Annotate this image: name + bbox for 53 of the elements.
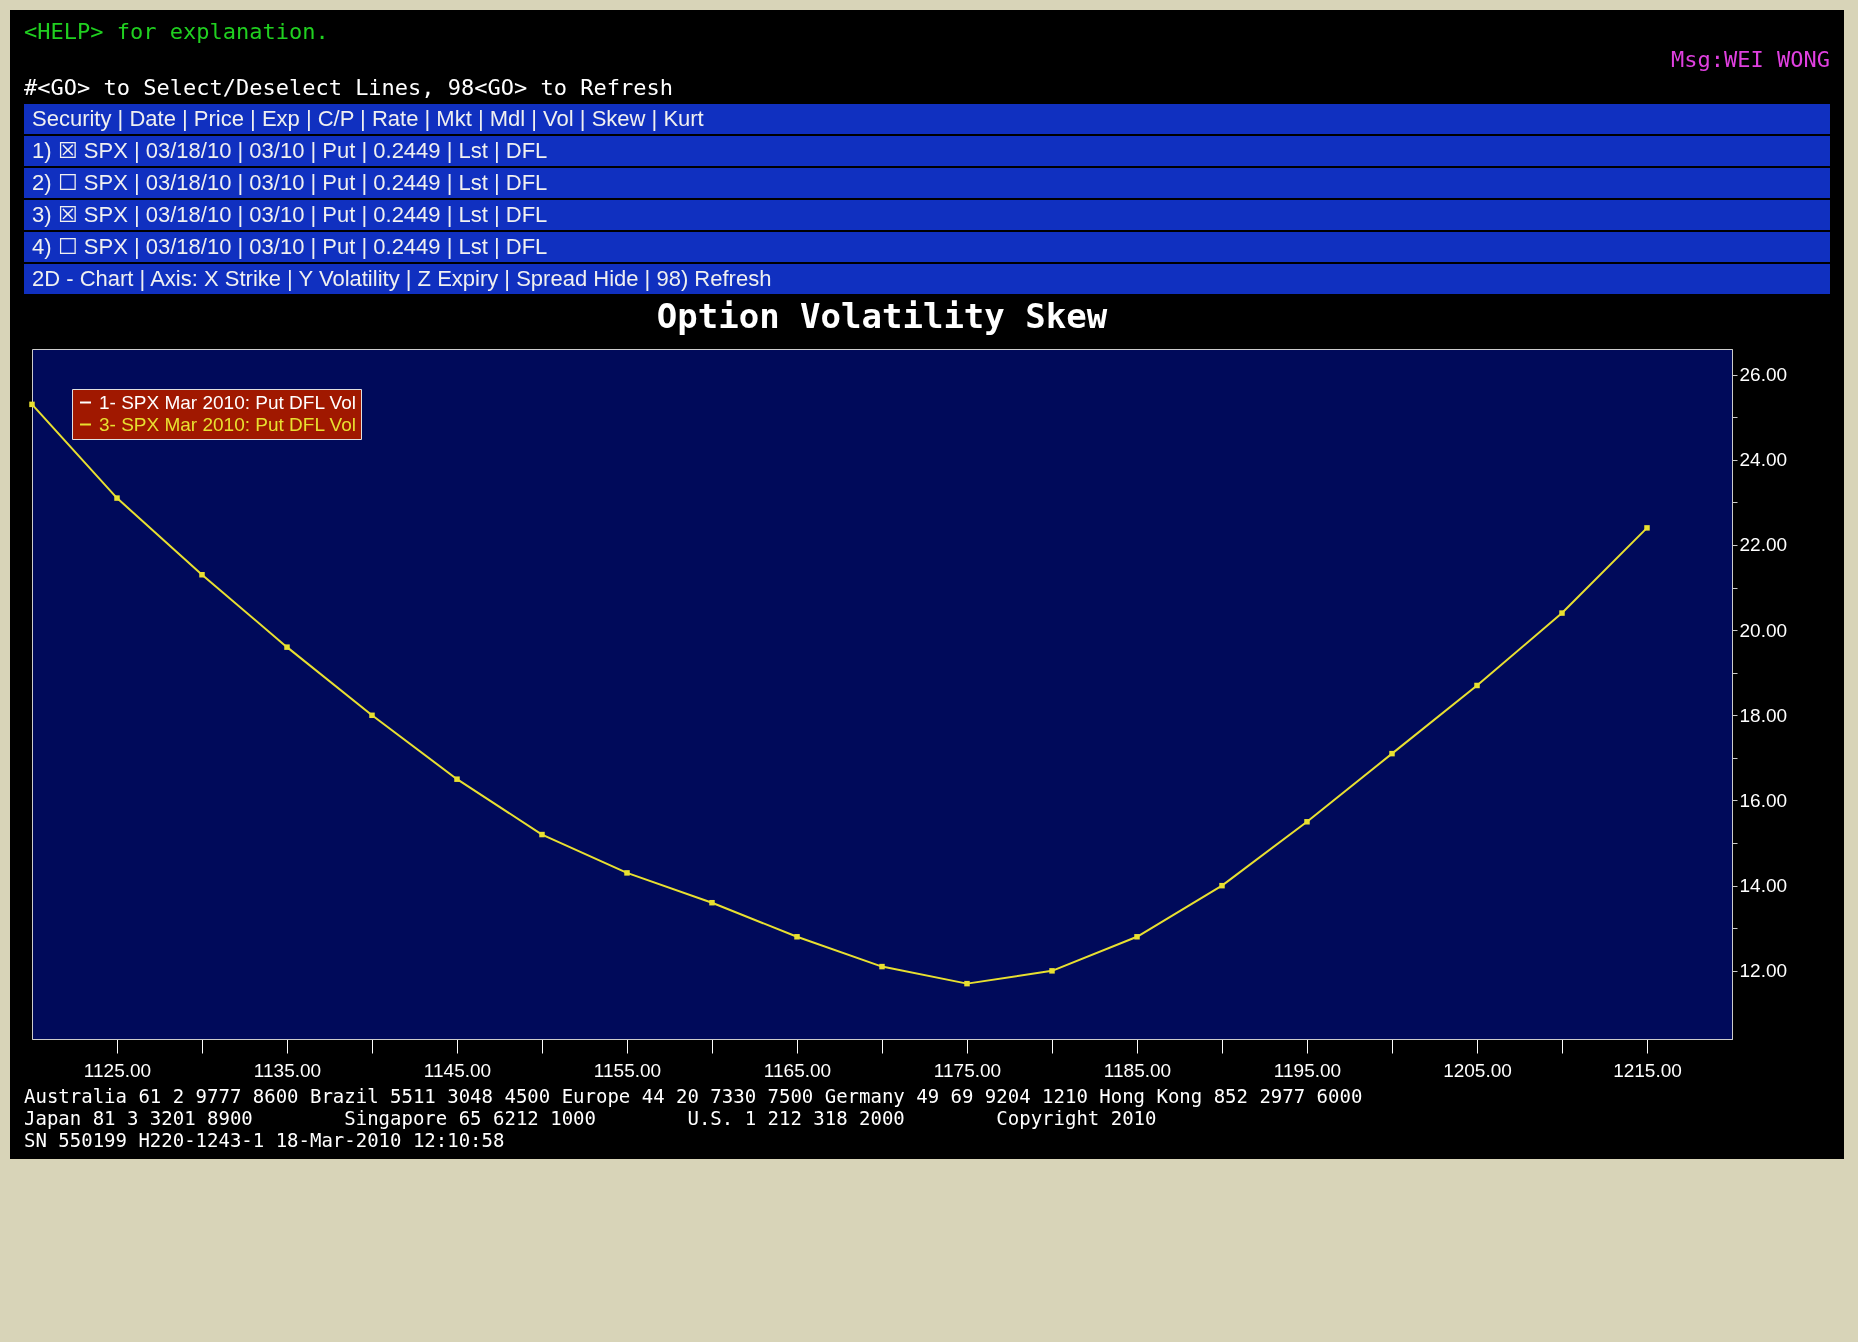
text: SN 550199 H220-1243-1 18-Mar-2010 12:10:58: [24, 1129, 506, 1151]
point: [624, 870, 630, 876]
text: Japan 81 3 3201 8900 Singapore 65 6212 1000 U.S. 1 212 318 2000 Copyright 2010: [24, 1107, 1158, 1129]
x-tick-label: 1145.00: [423, 1059, 492, 1081]
point: [114, 495, 120, 501]
x-tick-label: 1155.00: [593, 1059, 662, 1081]
point: [1389, 750, 1395, 757]
x-tick-label: 1125.00: [83, 1059, 152, 1081]
y-tick-label: 14.00: [1739, 875, 1788, 897]
text: 2D - Chart | Axis: X Strike | Y Volatility | Z Expiry | Spread Hide | 98) Refresh: [24, 264, 1830, 294]
point: [1049, 968, 1055, 974]
text: 4) ☐ SPX | 03/18/10 | 03/10 | Put | 0.2449 | Lst | DFL: [24, 232, 1830, 262]
point: [454, 776, 460, 782]
point: [879, 963, 885, 970]
text: Msg:WEI WONG: [1670, 46, 1830, 74]
y-tick-label: 12.00: [1739, 960, 1788, 982]
point: [369, 712, 375, 719]
x-tick-label: 1175.00: [933, 1059, 1002, 1081]
x-tick-label: 1195.00: [1273, 1059, 1342, 1081]
y-tick-label: 26.00: [1739, 364, 1788, 386]
point: [1559, 610, 1565, 616]
point: [284, 644, 290, 650]
x-tick-label: 1135.00: [253, 1059, 322, 1081]
text: Australia 61 2 9777 8600 Brazil 5511 3048 4500 Europe 44 20 7330 7500 Germany 49 69 9204 1210 Hong Kong 852 2977 6000: [24, 1085, 1364, 1107]
chart-title: Option Volatility Skew: [656, 296, 1108, 336]
x-tick-label: 1205.00: [1443, 1059, 1512, 1081]
point: [1474, 682, 1480, 689]
legend-label: 1- SPX Mar 2010: Put DFL Vol: [99, 391, 356, 413]
text: 1) ☒ SPX | 03/18/10 | 03/10 | Put | 0.2449 | Lst | DFL: [24, 136, 1830, 166]
text: Security | Date | Price | Exp | C/P | Rate | Mkt | Mdl | Vol | Skew | Kurt: [24, 104, 1830, 134]
point: [1134, 934, 1140, 940]
text: #<GO> to Select/Deselect Lines, 98<GO> to Refresh: [24, 74, 674, 102]
point: [1644, 525, 1650, 531]
point: [199, 572, 205, 578]
text: 2) ☐ SPX | 03/18/10 | 03/10 | Put | 0.2449 | Lst | DFL: [24, 168, 1830, 198]
point: [1304, 819, 1310, 825]
x-tick-label: 1215.00: [1613, 1059, 1682, 1081]
point: [1219, 882, 1225, 889]
text: 3) ☒ SPX | 03/18/10 | 03/10 | Put | 0.2449 | Lst | DFL: [24, 200, 1830, 230]
point: [964, 980, 970, 987]
point: [539, 831, 545, 838]
point: [794, 934, 800, 940]
y-tick-label: 22.00: [1739, 534, 1788, 556]
y-tick-label: 24.00: [1739, 449, 1788, 471]
x-tick-label: 1165.00: [763, 1059, 832, 1081]
point: [29, 401, 35, 408]
y-tick-label: 18.00: [1739, 704, 1788, 726]
y-tick-label: 16.00: [1739, 789, 1788, 811]
y-tick-label: 20.00: [1739, 619, 1788, 641]
text: <HELP> for explanation.: [24, 18, 330, 46]
point: [709, 899, 715, 906]
x-tick-label: 1185.00: [1103, 1059, 1172, 1081]
legend-label: 3- SPX Mar 2010: Put DFL Vol: [99, 413, 356, 435]
